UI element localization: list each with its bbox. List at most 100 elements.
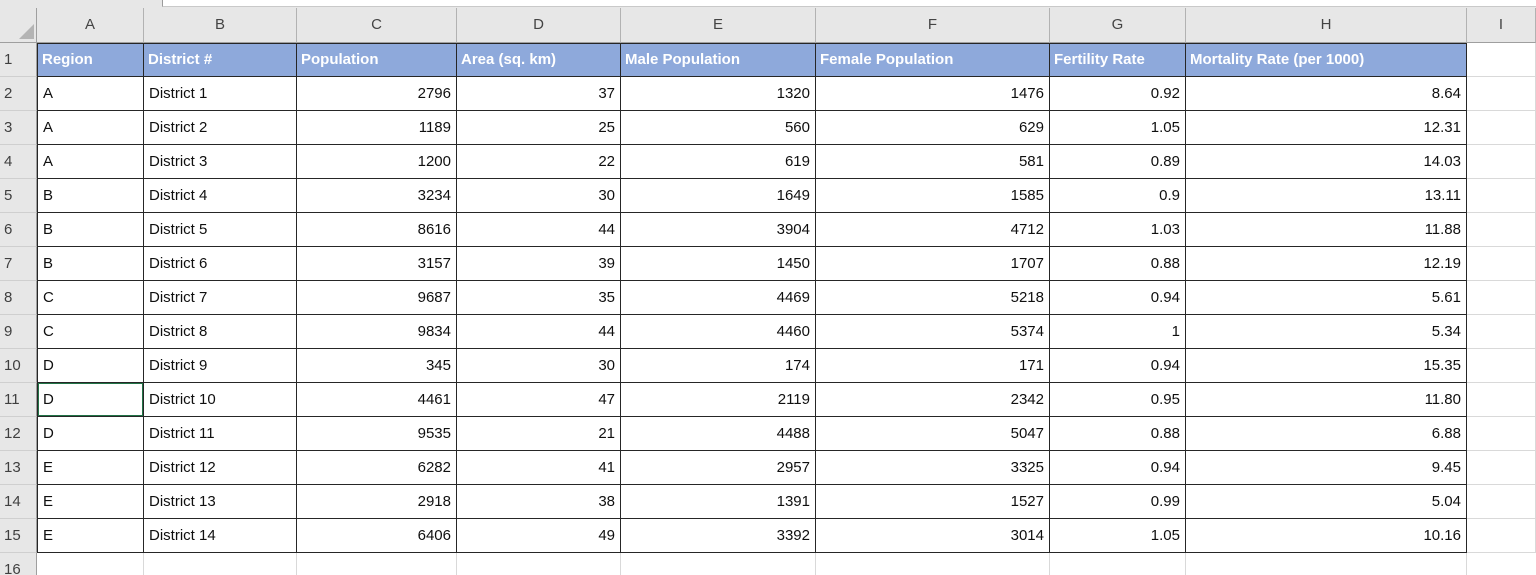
cell-H16[interactable]: [1186, 553, 1467, 575]
cell-E13[interactable]: 2957: [621, 451, 816, 485]
cell-E12[interactable]: 4488: [621, 417, 816, 451]
cell-I14[interactable]: [1467, 485, 1536, 519]
column-header-G[interactable]: G: [1050, 8, 1186, 43]
cell-C15[interactable]: 6406: [297, 519, 457, 553]
row-header-4[interactable]: 4: [0, 145, 37, 179]
cell-C12[interactable]: 9535: [297, 417, 457, 451]
cell-A5[interactable]: B: [37, 179, 144, 213]
cell-G10[interactable]: 0.94: [1050, 349, 1186, 383]
cell-G2[interactable]: 0.92: [1050, 77, 1186, 111]
cell-E16[interactable]: [621, 553, 816, 575]
cell-F10[interactable]: 171: [816, 349, 1050, 383]
cell-A8[interactable]: C: [37, 281, 144, 315]
cell-H2[interactable]: 8.64: [1186, 77, 1467, 111]
row-header-9[interactable]: 9: [0, 315, 37, 349]
cell-G3[interactable]: 1.05: [1050, 111, 1186, 145]
cell-F9[interactable]: 5374: [816, 315, 1050, 349]
cell-B4[interactable]: District 3: [144, 145, 297, 179]
cell-H5[interactable]: 13.11: [1186, 179, 1467, 213]
row-header-3[interactable]: 3: [0, 111, 37, 145]
cell-A13[interactable]: E: [37, 451, 144, 485]
column-header-C[interactable]: C: [297, 8, 457, 43]
cell-C2[interactable]: 2796: [297, 77, 457, 111]
row-header-2[interactable]: 2: [0, 77, 37, 111]
cell-H6[interactable]: 11.88: [1186, 213, 1467, 247]
cell-E5[interactable]: 1649: [621, 179, 816, 213]
cell-G4[interactable]: 0.89: [1050, 145, 1186, 179]
row-header-13[interactable]: 13: [0, 451, 37, 485]
cell-B5[interactable]: District 4: [144, 179, 297, 213]
cell-F11[interactable]: 2342: [816, 383, 1050, 417]
cell-D16[interactable]: [457, 553, 621, 575]
row-header-5[interactable]: 5: [0, 179, 37, 213]
cell-A12[interactable]: D: [37, 417, 144, 451]
cell-F2[interactable]: 1476: [816, 77, 1050, 111]
cell-C14[interactable]: 2918: [297, 485, 457, 519]
cell-E14[interactable]: 1391: [621, 485, 816, 519]
header-cell-D1[interactable]: Area (sq. km): [457, 43, 621, 77]
cell-E10[interactable]: 174: [621, 349, 816, 383]
cell-G11[interactable]: 0.95: [1050, 383, 1186, 417]
column-header-A[interactable]: A: [37, 8, 144, 43]
cell-C16[interactable]: [297, 553, 457, 575]
cell-F5[interactable]: 1585: [816, 179, 1050, 213]
cell-B9[interactable]: District 8: [144, 315, 297, 349]
cell-D5[interactable]: 30: [457, 179, 621, 213]
cell-F14[interactable]: 1527: [816, 485, 1050, 519]
cell-B7[interactable]: District 6: [144, 247, 297, 281]
cell-B10[interactable]: District 9: [144, 349, 297, 383]
header-cell-C1[interactable]: Population: [297, 43, 457, 77]
cell-E4[interactable]: 619: [621, 145, 816, 179]
cell-B3[interactable]: District 2: [144, 111, 297, 145]
cell-A16[interactable]: [37, 553, 144, 575]
cell-F8[interactable]: 5218: [816, 281, 1050, 315]
header-cell-E1[interactable]: Male Population: [621, 43, 816, 77]
cell-C8[interactable]: 9687: [297, 281, 457, 315]
cell-C13[interactable]: 6282: [297, 451, 457, 485]
cell-D3[interactable]: 25: [457, 111, 621, 145]
cell-B13[interactable]: District 12: [144, 451, 297, 485]
cell-B16[interactable]: [144, 553, 297, 575]
cell-E2[interactable]: 1320: [621, 77, 816, 111]
cell-B12[interactable]: District 11: [144, 417, 297, 451]
cell-D8[interactable]: 35: [457, 281, 621, 315]
cell-E9[interactable]: 4460: [621, 315, 816, 349]
cell-A10[interactable]: D: [37, 349, 144, 383]
cell-E6[interactable]: 3904: [621, 213, 816, 247]
header-cell-B1[interactable]: District #: [144, 43, 297, 77]
cell-B15[interactable]: District 14: [144, 519, 297, 553]
cell-I6[interactable]: [1467, 213, 1536, 247]
cell-I12[interactable]: [1467, 417, 1536, 451]
cell-G14[interactable]: 0.99: [1050, 485, 1186, 519]
cell-F3[interactable]: 629: [816, 111, 1050, 145]
cell-I11[interactable]: [1467, 383, 1536, 417]
cell-A2[interactable]: A: [37, 77, 144, 111]
header-cell-H1[interactable]: Mortality Rate (per 1000): [1186, 43, 1467, 77]
column-header-E[interactable]: E: [621, 8, 816, 43]
cell-H15[interactable]: 10.16: [1186, 519, 1467, 553]
row-header-6[interactable]: 6: [0, 213, 37, 247]
cell-D15[interactable]: 49: [457, 519, 621, 553]
cell-H8[interactable]: 5.61: [1186, 281, 1467, 315]
cell-F15[interactable]: 3014: [816, 519, 1050, 553]
cell-I7[interactable]: [1467, 247, 1536, 281]
cell-G8[interactable]: 0.94: [1050, 281, 1186, 315]
cell-E11[interactable]: 2119: [621, 383, 816, 417]
cell-E15[interactable]: 3392: [621, 519, 816, 553]
cell-F7[interactable]: 1707: [816, 247, 1050, 281]
row-header-7[interactable]: 7: [0, 247, 37, 281]
cell-I5[interactable]: [1467, 179, 1536, 213]
cell-H9[interactable]: 5.34: [1186, 315, 1467, 349]
cell-D11[interactable]: 47: [457, 383, 621, 417]
cell-I15[interactable]: [1467, 519, 1536, 553]
row-header-16[interactable]: 16: [0, 553, 37, 575]
cell-C5[interactable]: 3234: [297, 179, 457, 213]
cell-H10[interactable]: 15.35: [1186, 349, 1467, 383]
cell-G13[interactable]: 0.94: [1050, 451, 1186, 485]
cell-D4[interactable]: 22: [457, 145, 621, 179]
cell-D2[interactable]: 37: [457, 77, 621, 111]
cell-B6[interactable]: District 5: [144, 213, 297, 247]
cell-A9[interactable]: C: [37, 315, 144, 349]
cell-H3[interactable]: 12.31: [1186, 111, 1467, 145]
cell-G5[interactable]: 0.9: [1050, 179, 1186, 213]
